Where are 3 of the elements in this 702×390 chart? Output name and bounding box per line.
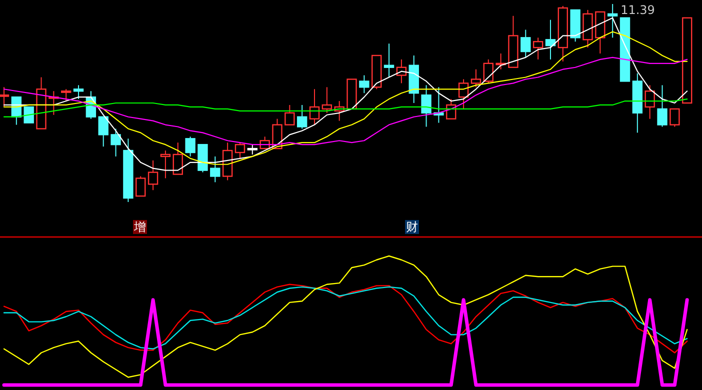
annotation: 增 (134, 220, 146, 234)
annotation: 11.39 (620, 3, 655, 17)
annotation: 财 (406, 220, 418, 234)
